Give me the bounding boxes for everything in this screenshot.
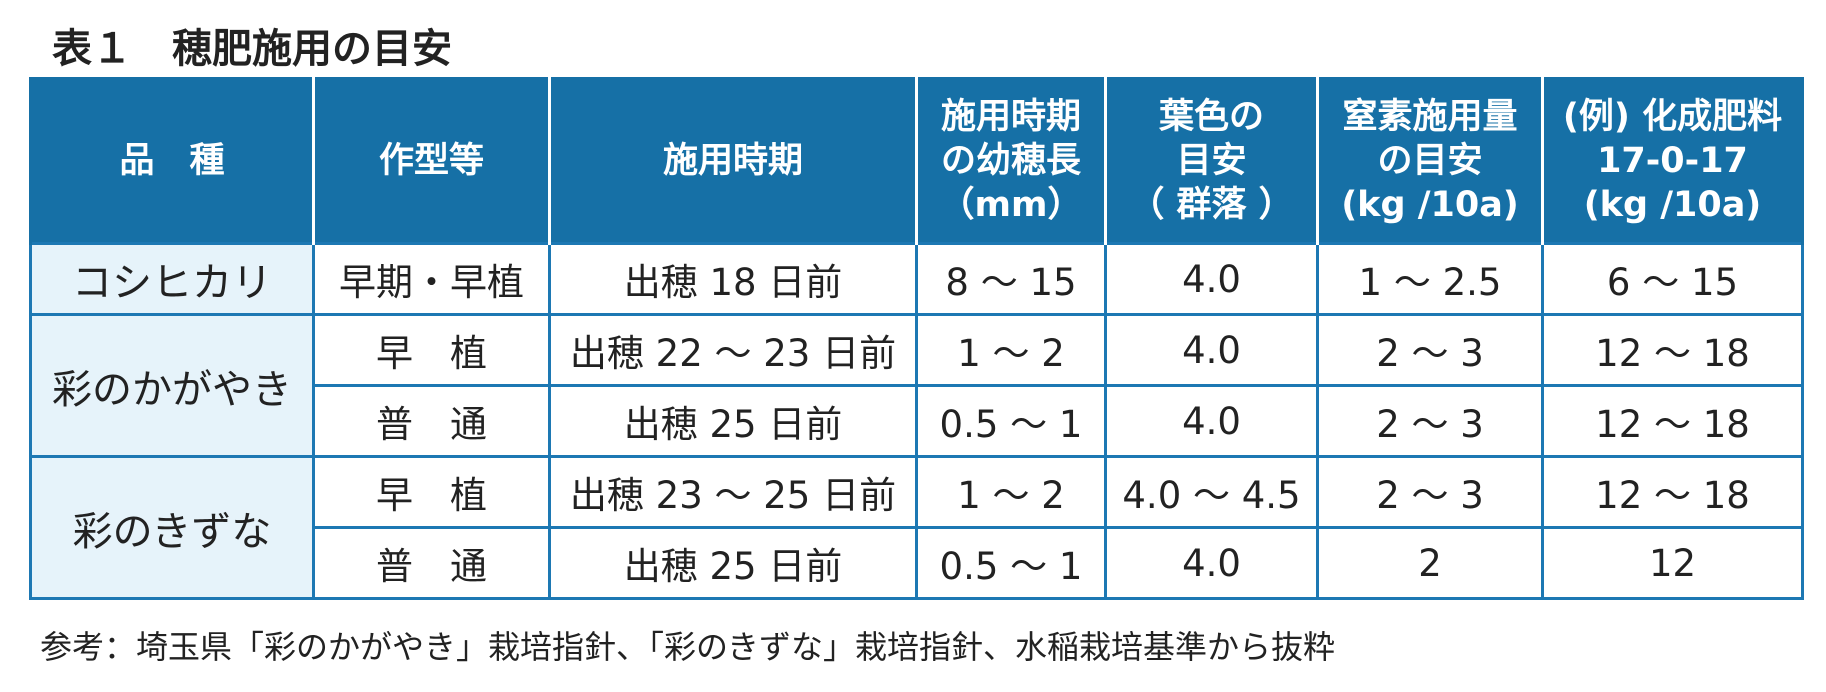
table-cell: 12 ～ 18 <box>1541 313 1804 387</box>
header-line: 品 種 <box>119 141 225 181</box>
header-line: 作型等 <box>378 141 484 181</box>
table-body: コシヒカリ 早期・早植 出穂 18 日前 8 ～ 15 4.0 1 ～ 2.5 6 ～ 15… <box>29 242 1804 600</box>
table-cell: 12 ～ 18 <box>1541 384 1804 458</box>
header-cell: 葉色の 目安（ 群落 ） <box>1104 77 1319 244</box>
header-line: (kg /10a) <box>1341 185 1519 225</box>
table-cell: 1 ～ 2 <box>915 455 1107 529</box>
table-cell: 普 通 <box>312 526 551 600</box>
table-cell: 0.5 ～ 1 <box>915 384 1107 458</box>
table-cell: 2 ～ 3 <box>1316 455 1544 529</box>
table-row: コシヒカリ 早期・早植 出穂 18 日前 8 ～ 15 4.0 1 ～ 2.5 6 ～ 15 <box>29 242 1804 316</box>
header-line: 目安 <box>1176 141 1247 181</box>
header-cell: 品 種 <box>29 77 315 244</box>
table-cell: 早 植 <box>312 313 551 387</box>
table-cell: 4.0 <box>1104 242 1319 316</box>
table-cell: 1 ～ 2 <box>915 313 1107 387</box>
table-cell: 2 ～ 3 <box>1316 384 1544 458</box>
footnote: 参考：埼玉県「彩のかがやき」栽培指針、「彩のきずな」栽培指針、水稲栽培基準から抜… <box>40 628 1336 666</box>
header-line: 葉色の <box>1158 97 1264 137</box>
table-cell: 出穂 22 ～ 23 日前 <box>548 313 918 387</box>
table-cell: 出穂 25 日前 <box>548 526 918 600</box>
table-cell: 4.0 <box>1104 384 1319 458</box>
header-line: 17-0-17 <box>1597 141 1748 181</box>
header-row: 品 種作型等 施用時期 施用時期 の幼穂長 （mm） 葉色の 目安（ 群落 ）窒素施用量 の目… <box>29 77 1804 244</box>
header-line: の幼穂長 <box>940 141 1081 181</box>
table-cell: 8 ～ 15 <box>915 242 1107 316</box>
table-cell: 4.0 ～ 4.5 <box>1104 455 1319 529</box>
table-cell: 2 <box>1316 526 1544 600</box>
header-line: (kg /10a) <box>1583 185 1762 225</box>
header-line: 施用時期 <box>662 141 803 181</box>
table-cell: 早期・早植 <box>312 242 551 316</box>
table-cell: 0.5 ～ 1 <box>915 526 1107 600</box>
table-cell: 2 ～ 3 <box>1316 313 1544 387</box>
table-cell: 4.0 <box>1104 526 1319 600</box>
header-line: (例) 化成肥料 <box>1562 97 1783 137</box>
table-cell: 4.0 <box>1104 313 1319 387</box>
variety-cell: 彩のかがやき <box>29 313 315 458</box>
header-cell: 施用時期 の幼穂長 （mm） <box>915 77 1107 244</box>
table-row: 普 通出穂 25 日前 0.5 ～ 1 4.0 2 12 <box>31 526 1804 600</box>
title: 表１ 穂肥施用の目安 <box>52 26 452 72</box>
table-cell: 出穂 18 日前 <box>548 242 918 316</box>
table-cell: 12 <box>1541 526 1804 600</box>
table: 品 種作型等 施用時期 施用時期 の幼穂長 （mm） 葉色の 目安（ 群落 ）窒素施用量 の目… <box>29 77 1804 600</box>
table-cell: 普 通 <box>312 384 551 458</box>
header-line: 窒素施用量 <box>1342 97 1518 137</box>
header-cell: 作型等 <box>312 77 551 244</box>
header-cell: 施用時期 <box>548 77 918 244</box>
header-line: （mm） <box>939 185 1083 225</box>
table-cell: 出穂 25 日前 <box>548 384 918 458</box>
table-cell: 1 ～ 2.5 <box>1316 242 1544 316</box>
table-cell: 出穂 23 ～ 25 日前 <box>548 455 918 529</box>
table-row: 普 通出穂 25 日前 0.5 ～ 1 4.0 2 ～ 3 12 ～ 18 <box>31 384 1804 458</box>
variety-cell: 彩のきずな <box>29 455 315 600</box>
header-line: の目安 <box>1377 141 1483 181</box>
table-row: 彩のかがやき早 植出穂 22 ～ 23 日前 1 ～ 2 4.0 2 ～ 3 12 ～ … <box>29 313 1804 458</box>
header-line: （ 群落 ） <box>1129 185 1294 225</box>
table-cell: 早 植 <box>312 455 551 529</box>
table-row: 彩のきずな早 植出穂 23 ～ 25 日前 1 ～ 2 4.0 ～ 4.5 2 ～ 3… <box>29 455 1804 600</box>
header-cell: (例) 化成肥料 17-0-17 (kg /10a) <box>1541 77 1804 244</box>
header-cell: 窒素施用量 の目安 (kg /10a) <box>1316 77 1544 244</box>
table-cell: 6 ～ 15 <box>1541 242 1804 316</box>
variety-cell: コシヒカリ <box>29 242 315 316</box>
header-line: 施用時期 <box>940 97 1081 137</box>
table-cell: 12 ～ 18 <box>1541 455 1804 529</box>
